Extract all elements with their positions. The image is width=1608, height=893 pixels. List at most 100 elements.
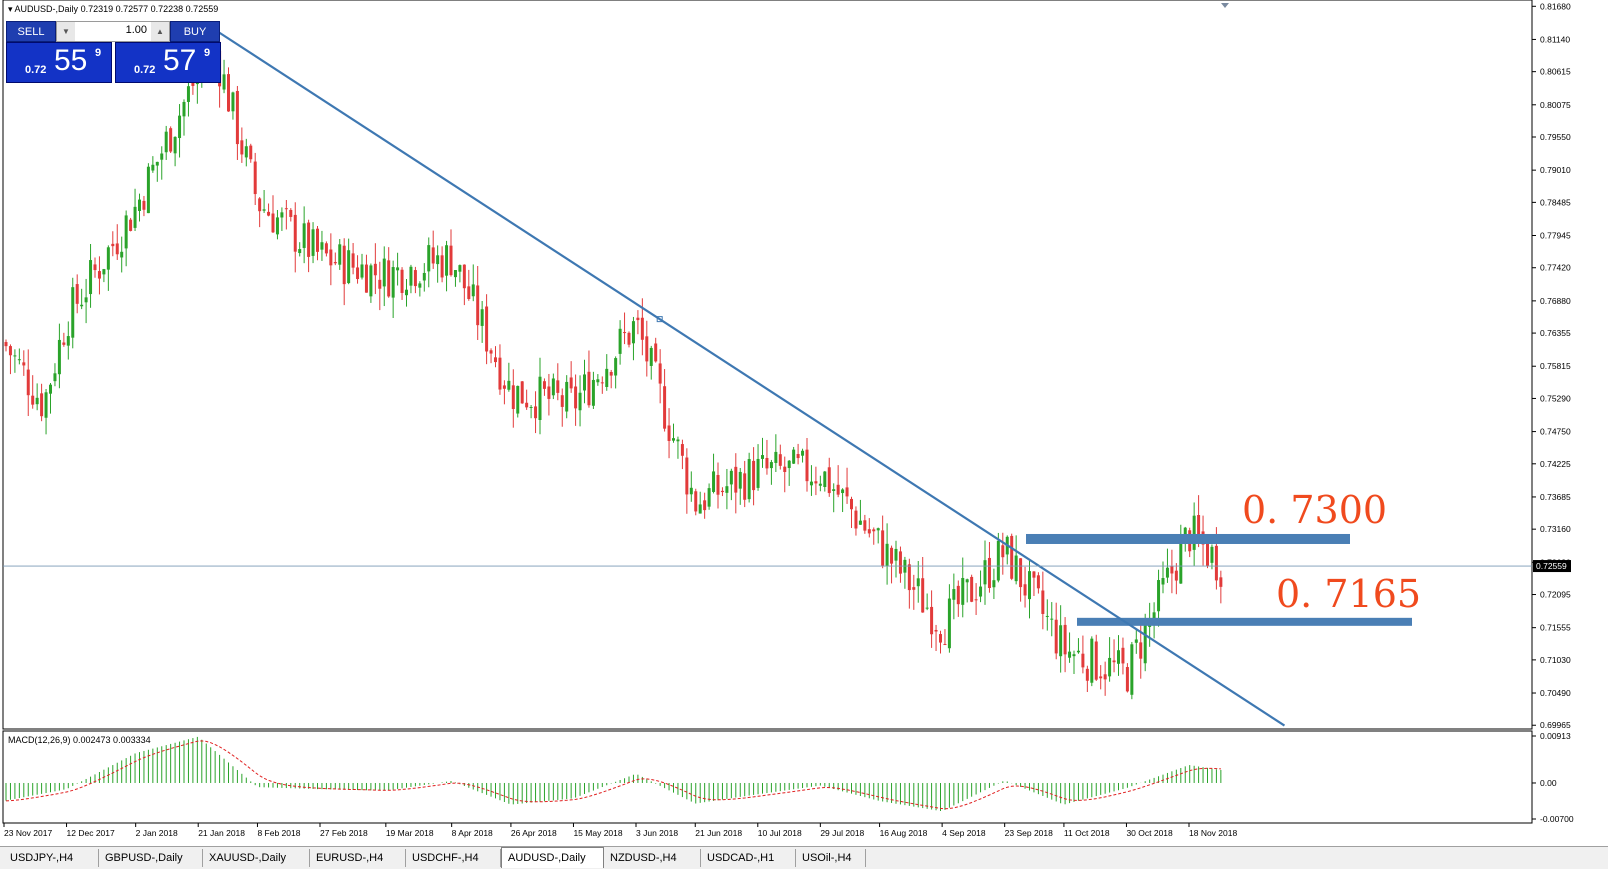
candle-body (627, 332, 631, 345)
candle-body (965, 579, 969, 583)
sell-quote[interactable]: 0.72 55 9 (6, 42, 112, 83)
candle-body (1014, 555, 1018, 582)
tab-usdjpy-h4[interactable]: USDJPY-,H4 (4, 849, 99, 867)
lot-value[interactable]: 1.00 (125, 24, 147, 36)
candle-body (792, 449, 796, 464)
candle-body (511, 385, 515, 410)
candle-body (565, 381, 569, 412)
candle-body (431, 247, 435, 264)
candle-body (387, 260, 391, 297)
candle-body (8, 346, 12, 356)
candle-body (267, 211, 271, 216)
candle-body (783, 466, 787, 472)
candle-body (898, 551, 902, 574)
candle-body (636, 317, 640, 321)
candle-body (796, 454, 800, 459)
sell-quote-big: 55 (54, 44, 88, 77)
shift-marker-icon[interactable] (1221, 3, 1229, 8)
sell-button[interactable]: SELL (6, 21, 56, 42)
candle-body (596, 379, 600, 383)
candle-body (298, 249, 302, 254)
candle-body (62, 342, 66, 345)
candle-body (1099, 676, 1103, 679)
candle-body (987, 557, 991, 588)
lot-decrease-icon[interactable]: ▼ (57, 22, 75, 41)
candle-body (1059, 625, 1063, 657)
tab-xauusd-daily[interactable]: XAUUSD-,Daily (203, 849, 310, 867)
candle-body (907, 564, 911, 591)
candle-body (244, 146, 248, 158)
candle-body (956, 585, 960, 605)
date-tick-label: 12 Dec 2017 (67, 828, 115, 838)
candle-body (284, 208, 288, 210)
tab-nzdusd-h4[interactable]: NZDUSD-,H4 (604, 849, 701, 867)
candle-body (743, 473, 747, 500)
tab-audusd-daily[interactable]: AUDUSD-,Daily (501, 847, 604, 868)
candle-body (872, 529, 876, 532)
resistance-zone[interactable] (1026, 533, 1350, 544)
trendline[interactable] (214, 28, 1286, 727)
date-tick-label: 2 Jan 2018 (136, 828, 178, 838)
candle-body (1085, 668, 1089, 681)
buy-button[interactable]: BUY (170, 21, 220, 42)
date-tick-label: 4 Sep 2018 (942, 828, 986, 838)
candle-body (983, 560, 987, 585)
candle-body (542, 381, 546, 389)
macd-tick-label: -0.00700 (1540, 814, 1574, 824)
tab-usdchf-h4[interactable]: USDCHF-,H4 (406, 849, 501, 867)
price-tick-label: 0.71555 (1540, 623, 1571, 633)
candle-body (49, 384, 52, 394)
date-tick-label: 11 Oct 2018 (1064, 828, 1110, 838)
lot-increase-icon[interactable]: ▲ (151, 22, 169, 41)
candle-body (551, 378, 555, 396)
candle-body (275, 217, 279, 235)
buy-quote[interactable]: 0.72 57 9 (115, 42, 221, 83)
candle-body (164, 131, 168, 153)
tab-eurusd-h4[interactable]: EURUSD-,H4 (310, 849, 406, 867)
candle-body (373, 263, 377, 276)
candle-body (1112, 660, 1116, 663)
candle-body (396, 267, 400, 271)
candle-body (40, 393, 44, 417)
candle-body (609, 371, 613, 376)
support-zone[interactable] (1077, 617, 1412, 626)
lot-size-field[interactable]: ▼ 1.00 ▲ (56, 21, 170, 42)
trendline-handle[interactable] (656, 316, 663, 323)
candle-body (720, 490, 724, 493)
candle-body (498, 357, 502, 390)
candle-body (360, 264, 364, 278)
candle-body (654, 343, 658, 362)
candle-body (1125, 667, 1129, 692)
support-resistance-zones[interactable] (1026, 533, 1412, 626)
level-high-label: 0. 7300 (1242, 488, 1387, 532)
candle-body (1134, 639, 1138, 643)
candle-body (1019, 558, 1023, 588)
sell-quote-prefix: 0.72 (25, 64, 47, 76)
candle-body (222, 74, 226, 90)
candle-body (930, 606, 934, 635)
candle-body (676, 439, 680, 442)
tab-usoil-h4[interactable]: USOil-,H4 (796, 849, 866, 867)
candle-body (827, 467, 831, 494)
candle-body (271, 213, 275, 233)
candle-body (1054, 619, 1058, 654)
chart-tabs: USDJPY-,H4 GBPUSD-,Daily XAUUSD-,Daily EURU… (0, 846, 1608, 869)
candle-body (333, 261, 337, 264)
candle-body (445, 245, 449, 276)
date-tick-label: 3 Jun 2018 (636, 828, 678, 838)
candle-body (231, 92, 235, 112)
date-tick-label: 10 Jul 2018 (758, 828, 802, 838)
candle-body (364, 264, 368, 293)
tab-usdcad-h1[interactable]: USDCAD-,H1 (701, 849, 796, 867)
candle-body (249, 145, 253, 160)
candle-body (17, 359, 21, 361)
one-click-trading-panel: SELL ▼ 1.00 ▲ BUY 0.72 55 9 0.72 57 9 (6, 21, 221, 83)
symbol-line: AUDUSD-,Daily (14, 4, 79, 14)
tab-gbpusd-daily[interactable]: GBPUSD-,Daily (99, 849, 203, 867)
buy-quote-big: 57 (163, 44, 197, 77)
candle-body (716, 474, 720, 495)
candle-body (1206, 543, 1209, 566)
price-tick-label: 0.74750 (1540, 427, 1571, 437)
candle-body (658, 363, 662, 384)
